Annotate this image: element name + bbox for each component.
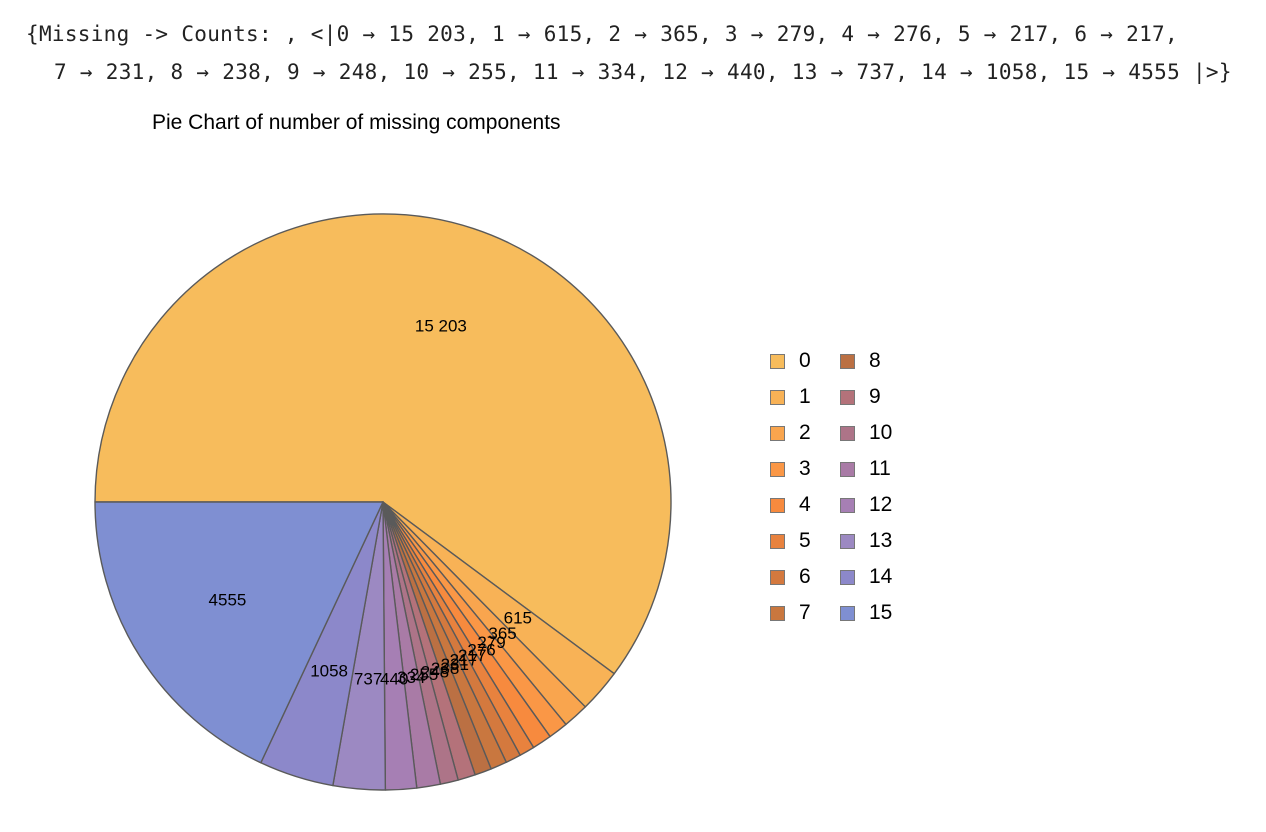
legend-swatch-14 <box>840 569 855 585</box>
legend-item-2: 2 <box>770 415 840 451</box>
legend-swatch-1 <box>770 389 785 405</box>
legend-item-3: 3 <box>770 451 840 487</box>
legend-item-9: 9 <box>840 379 930 415</box>
legend-swatch-6 <box>770 569 785 585</box>
pie-value-label-10: 255 <box>410 665 438 684</box>
legend-label-3: 3 <box>799 457 811 480</box>
pie-value-label-13: 737 <box>354 669 382 688</box>
legend-label-0: 0 <box>799 349 811 372</box>
pie-value-label-8: 238 <box>431 659 459 678</box>
legend-swatch-11 <box>840 461 855 477</box>
legend-item-0: 0 <box>770 343 840 379</box>
legend-label-2: 2 <box>799 421 811 444</box>
legend-item-7: 7 <box>770 595 840 631</box>
legend-item-1: 1 <box>770 379 840 415</box>
legend-item-12: 12 <box>840 487 930 523</box>
legend-swatch-2 <box>770 425 785 441</box>
pie-value-label-6: 217 <box>450 651 478 670</box>
legend-swatch-13 <box>840 533 855 549</box>
legend-swatch-9 <box>840 389 855 405</box>
legend-label-7: 7 <box>799 601 811 624</box>
chart-legend: 0 1 2 3 4 5 6 7 8 9 10 11 12 13 14 15 <box>770 343 930 631</box>
legend-label-10: 10 <box>869 421 893 444</box>
legend-label-12: 12 <box>869 493 893 516</box>
legend-item-8: 8 <box>840 343 930 379</box>
pie-value-label-1: 615 <box>504 609 532 628</box>
pie-value-label-11: 334 <box>397 668 425 687</box>
legend-swatch-10 <box>840 425 855 441</box>
pie-slices <box>94 213 672 791</box>
output-expression-line-1: {Missing -> Counts: , <|0 → 15 203, 1 → … <box>26 22 1178 46</box>
legend-swatch-8 <box>840 353 855 369</box>
legend-label-14: 14 <box>869 565 893 588</box>
pie-value-label-15: 4555 <box>209 590 247 609</box>
legend-item-4: 4 <box>770 487 840 523</box>
legend-label-6: 6 <box>799 565 811 588</box>
pie-slice-15 <box>94 501 384 764</box>
pie-value-label-0: 15 203 <box>415 316 467 335</box>
legend-label-8: 8 <box>869 349 881 372</box>
output-expression-line-2: 7 → 231, 8 → 238, 9 → 248, 10 → 255, 11 … <box>54 60 1232 84</box>
legend-label-9: 9 <box>869 385 881 408</box>
pie-chart: 15 2036153652792762172172312382482553344… <box>94 213 672 791</box>
legend-swatch-5 <box>770 533 785 549</box>
legend-item-10: 10 <box>840 415 930 451</box>
legend-label-13: 13 <box>869 529 893 552</box>
pie-value-label-14: 1058 <box>310 662 348 681</box>
pie-value-label-3: 279 <box>477 633 505 652</box>
legend-item-6: 6 <box>770 559 840 595</box>
legend-item-14: 14 <box>840 559 930 595</box>
legend-swatch-15 <box>840 605 855 621</box>
legend-label-4: 4 <box>799 493 811 516</box>
legend-label-1: 1 <box>799 385 811 408</box>
pie-value-label-9: 248 <box>421 662 449 681</box>
legend-item-11: 11 <box>840 451 930 487</box>
legend-item-5: 5 <box>770 523 840 559</box>
chart-title: Pie Chart of number of missing component… <box>152 111 561 134</box>
legend-label-11: 11 <box>869 457 891 480</box>
pie-value-label-2: 365 <box>488 624 516 643</box>
pie-slice-0 <box>94 213 672 675</box>
pie-value-label-5: 217 <box>458 646 486 665</box>
legend-swatch-7 <box>770 605 785 621</box>
legend-item-13: 13 <box>840 523 930 559</box>
pie-value-label-7: 231 <box>441 655 469 674</box>
legend-swatch-12 <box>840 497 855 513</box>
legend-swatch-3 <box>770 461 785 477</box>
legend-label-15: 15 <box>869 601 893 624</box>
pie-value-label-12: 440 <box>380 670 408 689</box>
pie-value-label-4: 276 <box>467 640 495 659</box>
legend-swatch-4 <box>770 497 785 513</box>
legend-swatch-0 <box>770 353 785 369</box>
pie-value-labels: 15 2036153652792762172172312382482553344… <box>209 316 532 688</box>
legend-label-5: 5 <box>799 529 811 552</box>
legend-item-15: 15 <box>840 595 930 631</box>
